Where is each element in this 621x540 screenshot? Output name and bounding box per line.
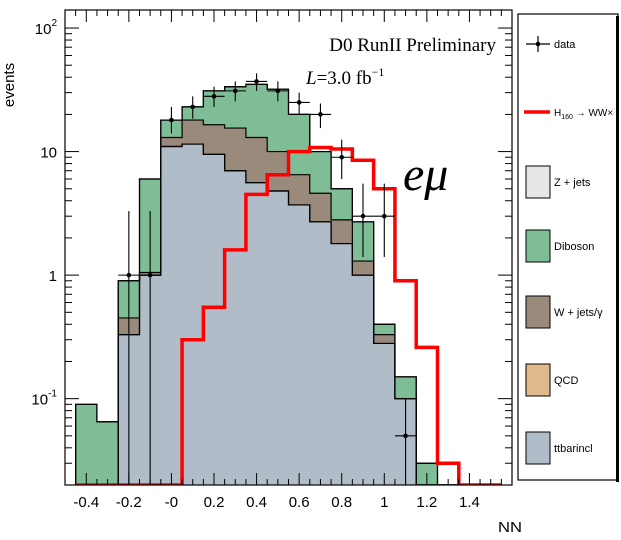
- data-point: [267, 81, 289, 102]
- legend-data-marker: [535, 41, 541, 47]
- data-point: [352, 183, 374, 258]
- x-tick-label: 1: [380, 494, 388, 511]
- data-point: [160, 106, 183, 134]
- x-tick-label: 0.6: [289, 494, 310, 511]
- x-tick-label: 1.4: [459, 494, 480, 511]
- luminosity-unit-exponent: −1: [372, 65, 385, 79]
- stack-outlines: [75, 83, 502, 485]
- legend-shadow: [616, 16, 619, 482]
- data-point: [139, 211, 161, 485]
- data-point-marker: [147, 272, 153, 278]
- data-points: [118, 73, 417, 485]
- data-point: [224, 81, 246, 102]
- y-tick-label: 1: [49, 268, 57, 285]
- x-tick-label: 0.2: [204, 494, 225, 511]
- x-tick-label: -0.2: [116, 494, 142, 511]
- legend-signal-subscript: 160: [561, 114, 573, 121]
- legend-swatch: [525, 431, 551, 465]
- data-point-marker: [232, 88, 238, 94]
- y-tick-base: 10: [31, 392, 48, 409]
- data-point: [331, 139, 353, 179]
- luminosity-symbol: L: [305, 68, 317, 89]
- signal-line: [75, 145, 502, 485]
- legend-label: H160 → WW×: [554, 108, 613, 121]
- x-axis-label: NN: [498, 519, 522, 536]
- x-tick-label: 0.4: [246, 494, 267, 511]
- data-point: [288, 92, 310, 115]
- legend: data H160 → WW× Z + jets Diboson W + jets/γ Q…: [517, 13, 619, 482]
- data-point: [245, 73, 268, 91]
- y-tick-label: 102: [35, 18, 58, 38]
- x-tick-label: -0: [165, 494, 178, 511]
- chart-title: D0 RunII Preliminary: [329, 35, 496, 56]
- data-point-marker: [275, 88, 281, 94]
- data-point-marker: [296, 100, 302, 105]
- legend-entry: W + jets/γ: [525, 295, 603, 329]
- y-tick-label: 10-1: [31, 389, 57, 409]
- luminosity-label: L=3.0 fb−1: [305, 65, 384, 89]
- x-tick-label: -0.4: [73, 494, 99, 511]
- legend-swatch: [525, 165, 551, 199]
- legend-label: W + jets/γ: [554, 307, 603, 319]
- y-tick-base: 1: [49, 268, 57, 285]
- legend-label: Diboson: [554, 241, 594, 253]
- legend-label: ttbarincl: [554, 443, 593, 455]
- legend-entry: data: [526, 36, 576, 52]
- y-tick-base: 10: [40, 145, 57, 162]
- legend-label: data: [554, 39, 576, 51]
- data-point-marker: [254, 79, 259, 84]
- legend-entry: H160 → WW×: [524, 108, 613, 121]
- signal-histogram: [75, 145, 502, 485]
- data-point-marker: [318, 112, 323, 117]
- legend-entry: QCD: [525, 363, 579, 397]
- data-point: [394, 398, 417, 485]
- legend-label: Z + jets: [554, 177, 591, 189]
- legend-swatch: [525, 295, 551, 329]
- data-point-marker: [381, 213, 387, 219]
- data-point: [118, 211, 140, 485]
- data-point-marker: [169, 117, 174, 123]
- y-axis-label: events: [1, 63, 18, 107]
- data-point-marker: [403, 433, 408, 439]
- data-point-marker: [211, 94, 217, 99]
- y-tick-label: 10: [40, 145, 57, 162]
- legend-entry: Z + jets: [525, 165, 591, 199]
- channel-label: eμ: [403, 148, 448, 201]
- legend-signal-name: H: [554, 108, 561, 119]
- y-tick-base: 10: [35, 21, 52, 38]
- legend-signal-suffix: → WW×: [573, 108, 613, 119]
- data-point: [203, 86, 225, 107]
- data-point-marker: [190, 104, 196, 110]
- luminosity-value: =3.0 fb: [317, 68, 372, 89]
- legend-swatch: [525, 363, 551, 397]
- data-point-marker: [126, 272, 132, 278]
- x-tick-label: 1.2: [416, 494, 437, 511]
- legend-swatch: [525, 229, 551, 263]
- data-point: [373, 183, 395, 258]
- data-point-marker: [360, 213, 366, 219]
- y-tick-exponent: 2: [51, 18, 57, 29]
- stack-outline-diboson: [75, 83, 502, 485]
- data-point-marker: [339, 154, 345, 160]
- legend-entry: Diboson: [525, 229, 594, 263]
- y-tick-exponent: -1: [48, 389, 57, 400]
- data-point: [309, 103, 332, 129]
- legend-entry: ttbarincl: [525, 431, 593, 465]
- data-point: [182, 96, 204, 119]
- legend-label: QCD: [554, 375, 579, 387]
- x-tick-label: 0.8: [331, 494, 352, 511]
